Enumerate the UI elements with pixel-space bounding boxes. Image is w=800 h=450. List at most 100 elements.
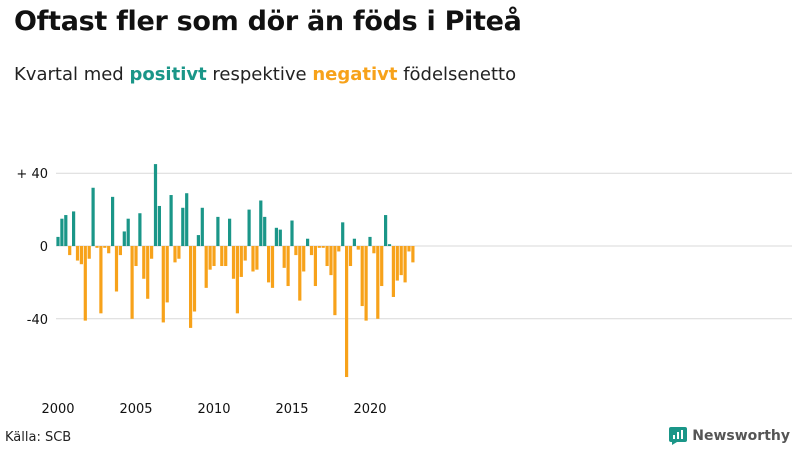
bar[interactable] [399, 246, 403, 276]
bar[interactable] [298, 246, 302, 301]
bar[interactable] [290, 220, 294, 246]
bar[interactable] [68, 246, 72, 256]
bar[interactable] [56, 236, 60, 246]
bar[interactable] [95, 246, 99, 248]
bar[interactable] [130, 246, 134, 319]
bar[interactable] [165, 246, 169, 303]
bar[interactable] [146, 246, 150, 299]
bar[interactable] [99, 246, 103, 314]
bar[interactable] [134, 246, 138, 267]
bar[interactable] [403, 246, 407, 283]
bar[interactable] [192, 246, 197, 312]
bar[interactable] [173, 246, 177, 263]
y-tick-label: -40 [27, 313, 48, 328]
bar[interactable] [345, 246, 349, 378]
bar[interactable] [200, 207, 204, 246]
bar[interactable] [220, 246, 224, 267]
bar[interactable] [294, 246, 298, 256]
bar[interactable] [282, 246, 286, 268]
bar[interactable] [161, 246, 165, 323]
bar[interactable] [270, 246, 275, 288]
bar[interactable] [122, 231, 126, 246]
bar[interactable] [376, 246, 380, 319]
bar[interactable] [387, 244, 392, 246]
bar[interactable] [64, 215, 68, 246]
brand-logo[interactable]: Newsworthy [669, 427, 790, 445]
bar[interactable] [79, 246, 83, 265]
bar[interactable] [126, 218, 130, 246]
bar[interactable] [247, 209, 251, 246]
bar[interactable] [368, 236, 372, 246]
bar[interactable] [341, 222, 345, 246]
bar[interactable] [204, 246, 208, 288]
bar[interactable] [189, 246, 193, 328]
bar[interactable] [60, 218, 64, 246]
bar[interactable] [306, 238, 310, 246]
bar[interactable] [302, 246, 306, 272]
bar[interactable] [169, 195, 173, 246]
bar[interactable] [212, 246, 216, 267]
bar[interactable] [286, 246, 290, 287]
bar[interactable] [118, 246, 122, 256]
bar[interactable] [395, 246, 399, 281]
bar[interactable] [251, 246, 255, 272]
bar[interactable] [317, 246, 321, 248]
bar[interactable] [380, 246, 384, 287]
bar[interactable] [181, 207, 185, 246]
bar[interactable] [111, 196, 115, 246]
bar[interactable] [391, 246, 395, 297]
bar[interactable] [177, 246, 181, 259]
bar[interactable] [216, 216, 220, 246]
bar[interactable] [138, 213, 142, 246]
bar[interactable] [75, 246, 80, 261]
bar[interactable] [153, 164, 158, 246]
bar[interactable] [83, 246, 87, 321]
bar[interactable] [267, 246, 271, 283]
bar[interactable] [114, 246, 119, 292]
bar[interactable] [360, 246, 364, 307]
bar[interactable] [348, 246, 353, 267]
bar[interactable] [278, 229, 282, 246]
bar[interactable] [243, 246, 247, 261]
bar[interactable] [224, 246, 228, 267]
bar[interactable] [325, 246, 329, 267]
bar[interactable] [407, 246, 411, 252]
bar[interactable] [107, 246, 111, 254]
bar[interactable] [255, 246, 259, 270]
bar[interactable] [329, 246, 333, 276]
bar[interactable] [103, 246, 107, 248]
bar[interactable] [239, 246, 243, 277]
x-tick-label: 2010 [197, 402, 230, 417]
bar[interactable] [150, 246, 154, 259]
bar[interactable] [157, 205, 161, 246]
y-tick-label: 0 [40, 240, 48, 255]
bar[interactable] [356, 246, 360, 250]
bar[interactable] [228, 218, 232, 246]
bar[interactable] [235, 246, 239, 314]
bar[interactable] [364, 246, 368, 321]
bar[interactable] [259, 200, 263, 247]
bar[interactable] [142, 246, 146, 279]
bar[interactable] [263, 216, 267, 246]
source-note: Källa: SCB [5, 430, 72, 445]
bar[interactable] [309, 246, 314, 256]
bar[interactable] [372, 246, 376, 254]
bar[interactable] [313, 246, 317, 287]
bar[interactable] [333, 246, 337, 316]
bar[interactable] [185, 193, 189, 246]
bar[interactable] [87, 246, 91, 259]
bar[interactable] [274, 227, 278, 246]
x-tick-label: 2015 [275, 402, 308, 417]
bar[interactable] [208, 246, 212, 270]
bar[interactable] [196, 235, 200, 246]
bar[interactable] [384, 215, 388, 246]
bar[interactable] [352, 238, 356, 246]
bar[interactable] [72, 211, 76, 246]
bar[interactable] [321, 246, 325, 248]
bar[interactable] [91, 187, 95, 246]
bar[interactable] [411, 246, 415, 263]
bar[interactable] [231, 246, 236, 279]
subtitle-text-1: Kvartal med [14, 64, 130, 85]
y-tick-label: + 40 [16, 167, 48, 182]
bar[interactable] [337, 246, 341, 252]
